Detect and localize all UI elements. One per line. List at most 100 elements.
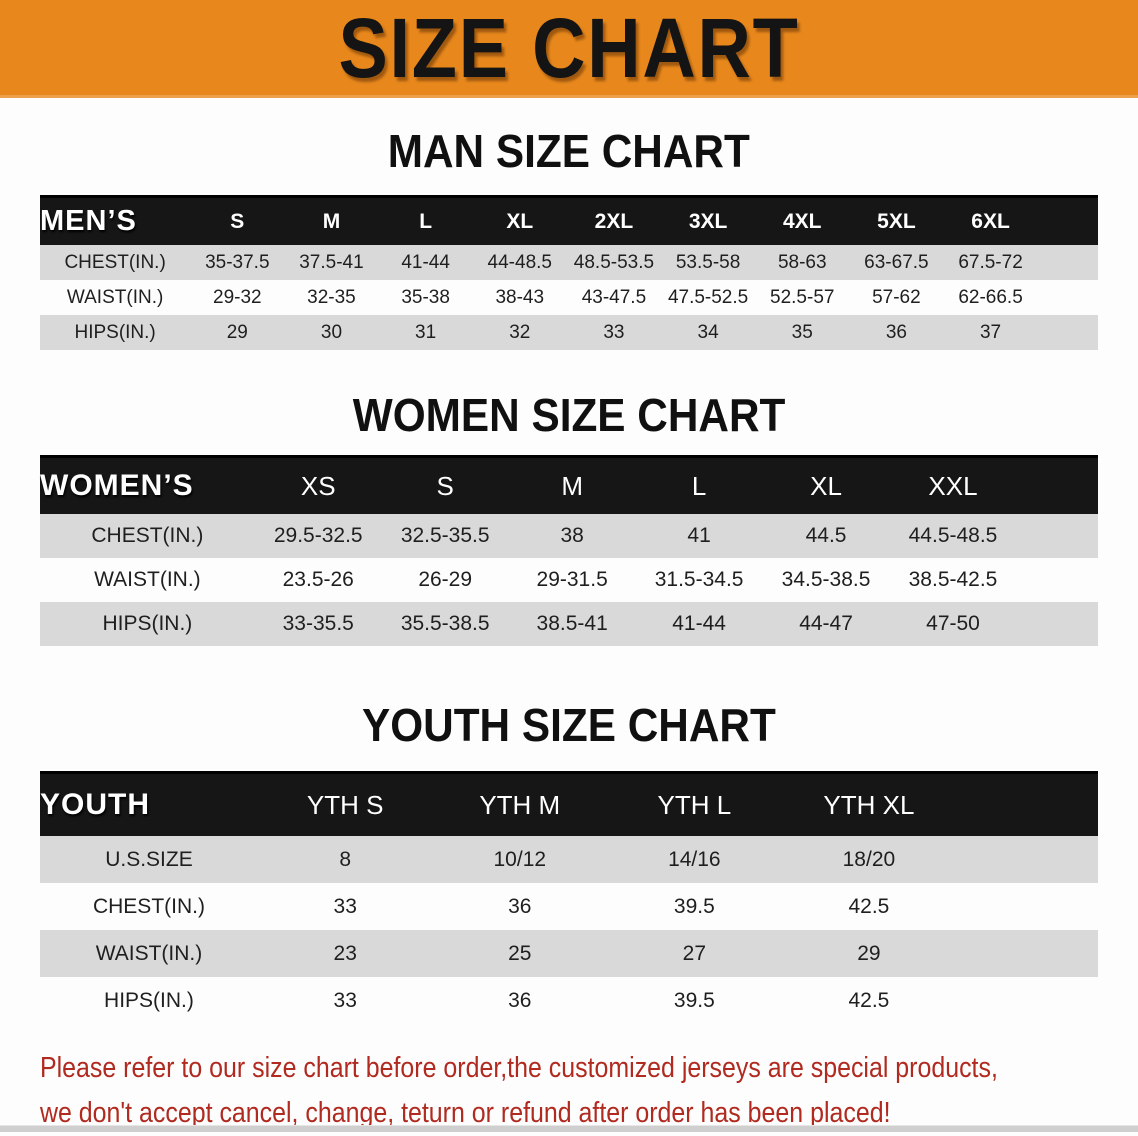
- measurement-value: 29.5-32.5: [273, 524, 363, 547]
- size-column-header: L: [419, 209, 433, 233]
- size-header-row: YOUTH YTH S YTH M YTH L YTH XL: [40, 774, 1098, 836]
- measurement-value: 25: [508, 941, 532, 965]
- row-spacer: [1016, 602, 1098, 646]
- size-column-header: S: [436, 470, 454, 501]
- women-section-heading: WOMEN SIZE CHART: [0, 392, 1138, 438]
- size-table: YOUTH YTH S YTH M YTH L YTH XL U.S.SIZE 8 10/12…: [40, 774, 1098, 1024]
- disclaimer-line-1: Please refer to our size chart before or…: [40, 1052, 998, 1084]
- header-spacer: [1038, 198, 1098, 245]
- measurement-value: 18/20: [842, 847, 896, 871]
- size-column-header: M: [561, 470, 583, 501]
- measurement-row-label: CHEST(IN.): [64, 251, 166, 273]
- measurement-value: 67.5-72: [958, 251, 1023, 273]
- charts-area: MAN SIZE CHART MEN’S S M L XL 2XL 3XL 4XL 5XL 6XL…: [0, 128, 1138, 1024]
- header-spacer: [956, 774, 1098, 836]
- table-title: WOMEN’S: [40, 469, 194, 502]
- measurement-value: 32: [509, 321, 531, 343]
- measurement-row: CHEST(IN.) 35-37.5 37.5-41 41-44 44-48.5 48.5…: [40, 245, 1098, 280]
- measurement-value: 47-50: [926, 612, 980, 635]
- measurement-value: 29-31.5: [536, 568, 608, 591]
- measurement-value: 33: [333, 894, 357, 918]
- size-column-header: L: [691, 470, 707, 501]
- measurement-value: 36: [885, 321, 907, 343]
- measurement-value: 34: [697, 321, 719, 343]
- disclaimer: Please refer to our size chart before or…: [40, 1046, 1138, 1136]
- size-table: WOMEN’S XS S M L XL XXL CHEST(IN.) 29.5-32.5 32.5…: [40, 458, 1098, 646]
- measurement-value: 42.5: [848, 988, 890, 1012]
- size-column-header: YTH L: [657, 789, 732, 820]
- measurement-row-label: HIPS(IN.): [102, 612, 193, 635]
- table-title: MEN’S: [40, 205, 137, 237]
- measurement-value: 32-35: [307, 286, 356, 308]
- header-spacer: [1016, 458, 1098, 514]
- measurement-value: 37: [979, 321, 1002, 343]
- measurement-row-label: CHEST(IN.): [91, 524, 204, 547]
- measurement-value: 33: [603, 321, 625, 343]
- size-column-header: 2XL: [594, 209, 634, 233]
- measurement-value: 38.5-41: [536, 612, 608, 635]
- measurement-value: 41-44: [672, 612, 726, 635]
- measurement-value: 35-38: [401, 286, 450, 308]
- measurement-row-label: HIPS(IN.): [74, 321, 156, 343]
- measurement-value: 23.5-26: [282, 568, 354, 591]
- row-spacer: [1016, 514, 1098, 558]
- measurement-value: 37.5-41: [299, 251, 364, 273]
- measurement-row: CHEST(IN.) 29.5-32.5 32.5-35.5 38 41 44.5 44.5…: [40, 514, 1098, 558]
- size-column-header: XS: [300, 470, 336, 501]
- size-column-header: M: [322, 209, 341, 233]
- row-spacer: [956, 883, 1098, 930]
- size-table: MEN’S S M L XL 2XL 3XL 4XL 5XL 6XL CHEST(IN.) 35-37…: [40, 198, 1098, 350]
- measurement-value: 36: [508, 988, 532, 1012]
- measurement-row: U.S.SIZE 8 10/12 14/16 18/20: [40, 836, 1098, 883]
- measurement-value: 30: [320, 321, 343, 343]
- size-column-header: XXL: [928, 470, 978, 501]
- measurement-row-label: U.S.SIZE: [105, 847, 193, 871]
- measurement-row-label: WAIST(IN.): [95, 941, 203, 965]
- measurement-value: 23: [333, 941, 357, 965]
- measurement-row-label: CHEST(IN.): [92, 894, 205, 918]
- measurement-value: 43-47.5: [581, 286, 647, 308]
- men-section-heading: MAN SIZE CHART: [0, 128, 1138, 174]
- row-spacer: [1038, 315, 1098, 350]
- section-women: WOMEN SIZE CHART WOMEN’S XS S M L XL XXL CHEST(…: [0, 392, 1138, 646]
- measurement-value: 33: [333, 988, 357, 1012]
- measurement-value: 35: [791, 321, 813, 343]
- row-spacer: [1038, 280, 1098, 315]
- size-column-header: YTH XL: [823, 789, 915, 820]
- size-header-row: WOMEN’S XS S M L XL XXL: [40, 458, 1098, 514]
- measurement-value: 41: [687, 524, 711, 547]
- measurement-row-label: WAIST(IN.): [94, 568, 201, 591]
- measurement-value: 34.5-38.5: [781, 568, 871, 591]
- measurement-value: 41-44: [401, 251, 450, 273]
- measurement-value: 57-62: [872, 286, 921, 308]
- measurement-value: 29-32: [213, 286, 262, 308]
- measurement-value: 44-48.5: [487, 251, 552, 273]
- measurement-value: 53.5-58: [675, 251, 741, 273]
- measurement-row: CHEST(IN.) 33 36 39.5 42.5: [40, 883, 1098, 930]
- measurement-row-label: HIPS(IN.): [104, 988, 194, 1012]
- measurement-value: 29: [857, 941, 881, 965]
- measurement-value: 62-66.5: [958, 286, 1023, 308]
- size-column-header: 5XL: [877, 209, 916, 233]
- banner: SIZE CHART: [0, 0, 1138, 98]
- measurement-row: HIPS(IN.) 33 36 39.5 42.5: [40, 977, 1098, 1024]
- youth-section-heading: YOUTH SIZE CHART: [0, 702, 1138, 748]
- youth-section-heading-text: YOUTH SIZE CHART: [362, 699, 776, 751]
- size-column-header: YTH S: [306, 789, 384, 820]
- measurement-value: 29: [226, 321, 248, 343]
- measurement-value: 42.5: [848, 894, 890, 918]
- measurement-value: 44-47: [799, 612, 853, 635]
- size-column-header: YTH M: [479, 789, 561, 820]
- bottom-edge-strip: [0, 1125, 1138, 1132]
- measurement-value: 38: [560, 524, 584, 547]
- measurement-row: HIPS(IN.) 29 30 31 32 33 34 35 36 37: [40, 315, 1098, 350]
- row-spacer: [956, 930, 1098, 977]
- measurement-row: WAIST(IN.) 23.5-26 26-29 29-31.5 31.5-34.5 34…: [40, 558, 1098, 602]
- table-title: YOUTH: [40, 788, 150, 821]
- size-header-row: MEN’S S M L XL 2XL 3XL 4XL 5XL 6XL: [40, 198, 1098, 245]
- measurement-value: 8: [339, 847, 352, 871]
- measurement-value: 52.5-57: [770, 286, 835, 308]
- row-spacer: [1038, 245, 1098, 280]
- measurement-value: 35.5-38.5: [400, 612, 490, 635]
